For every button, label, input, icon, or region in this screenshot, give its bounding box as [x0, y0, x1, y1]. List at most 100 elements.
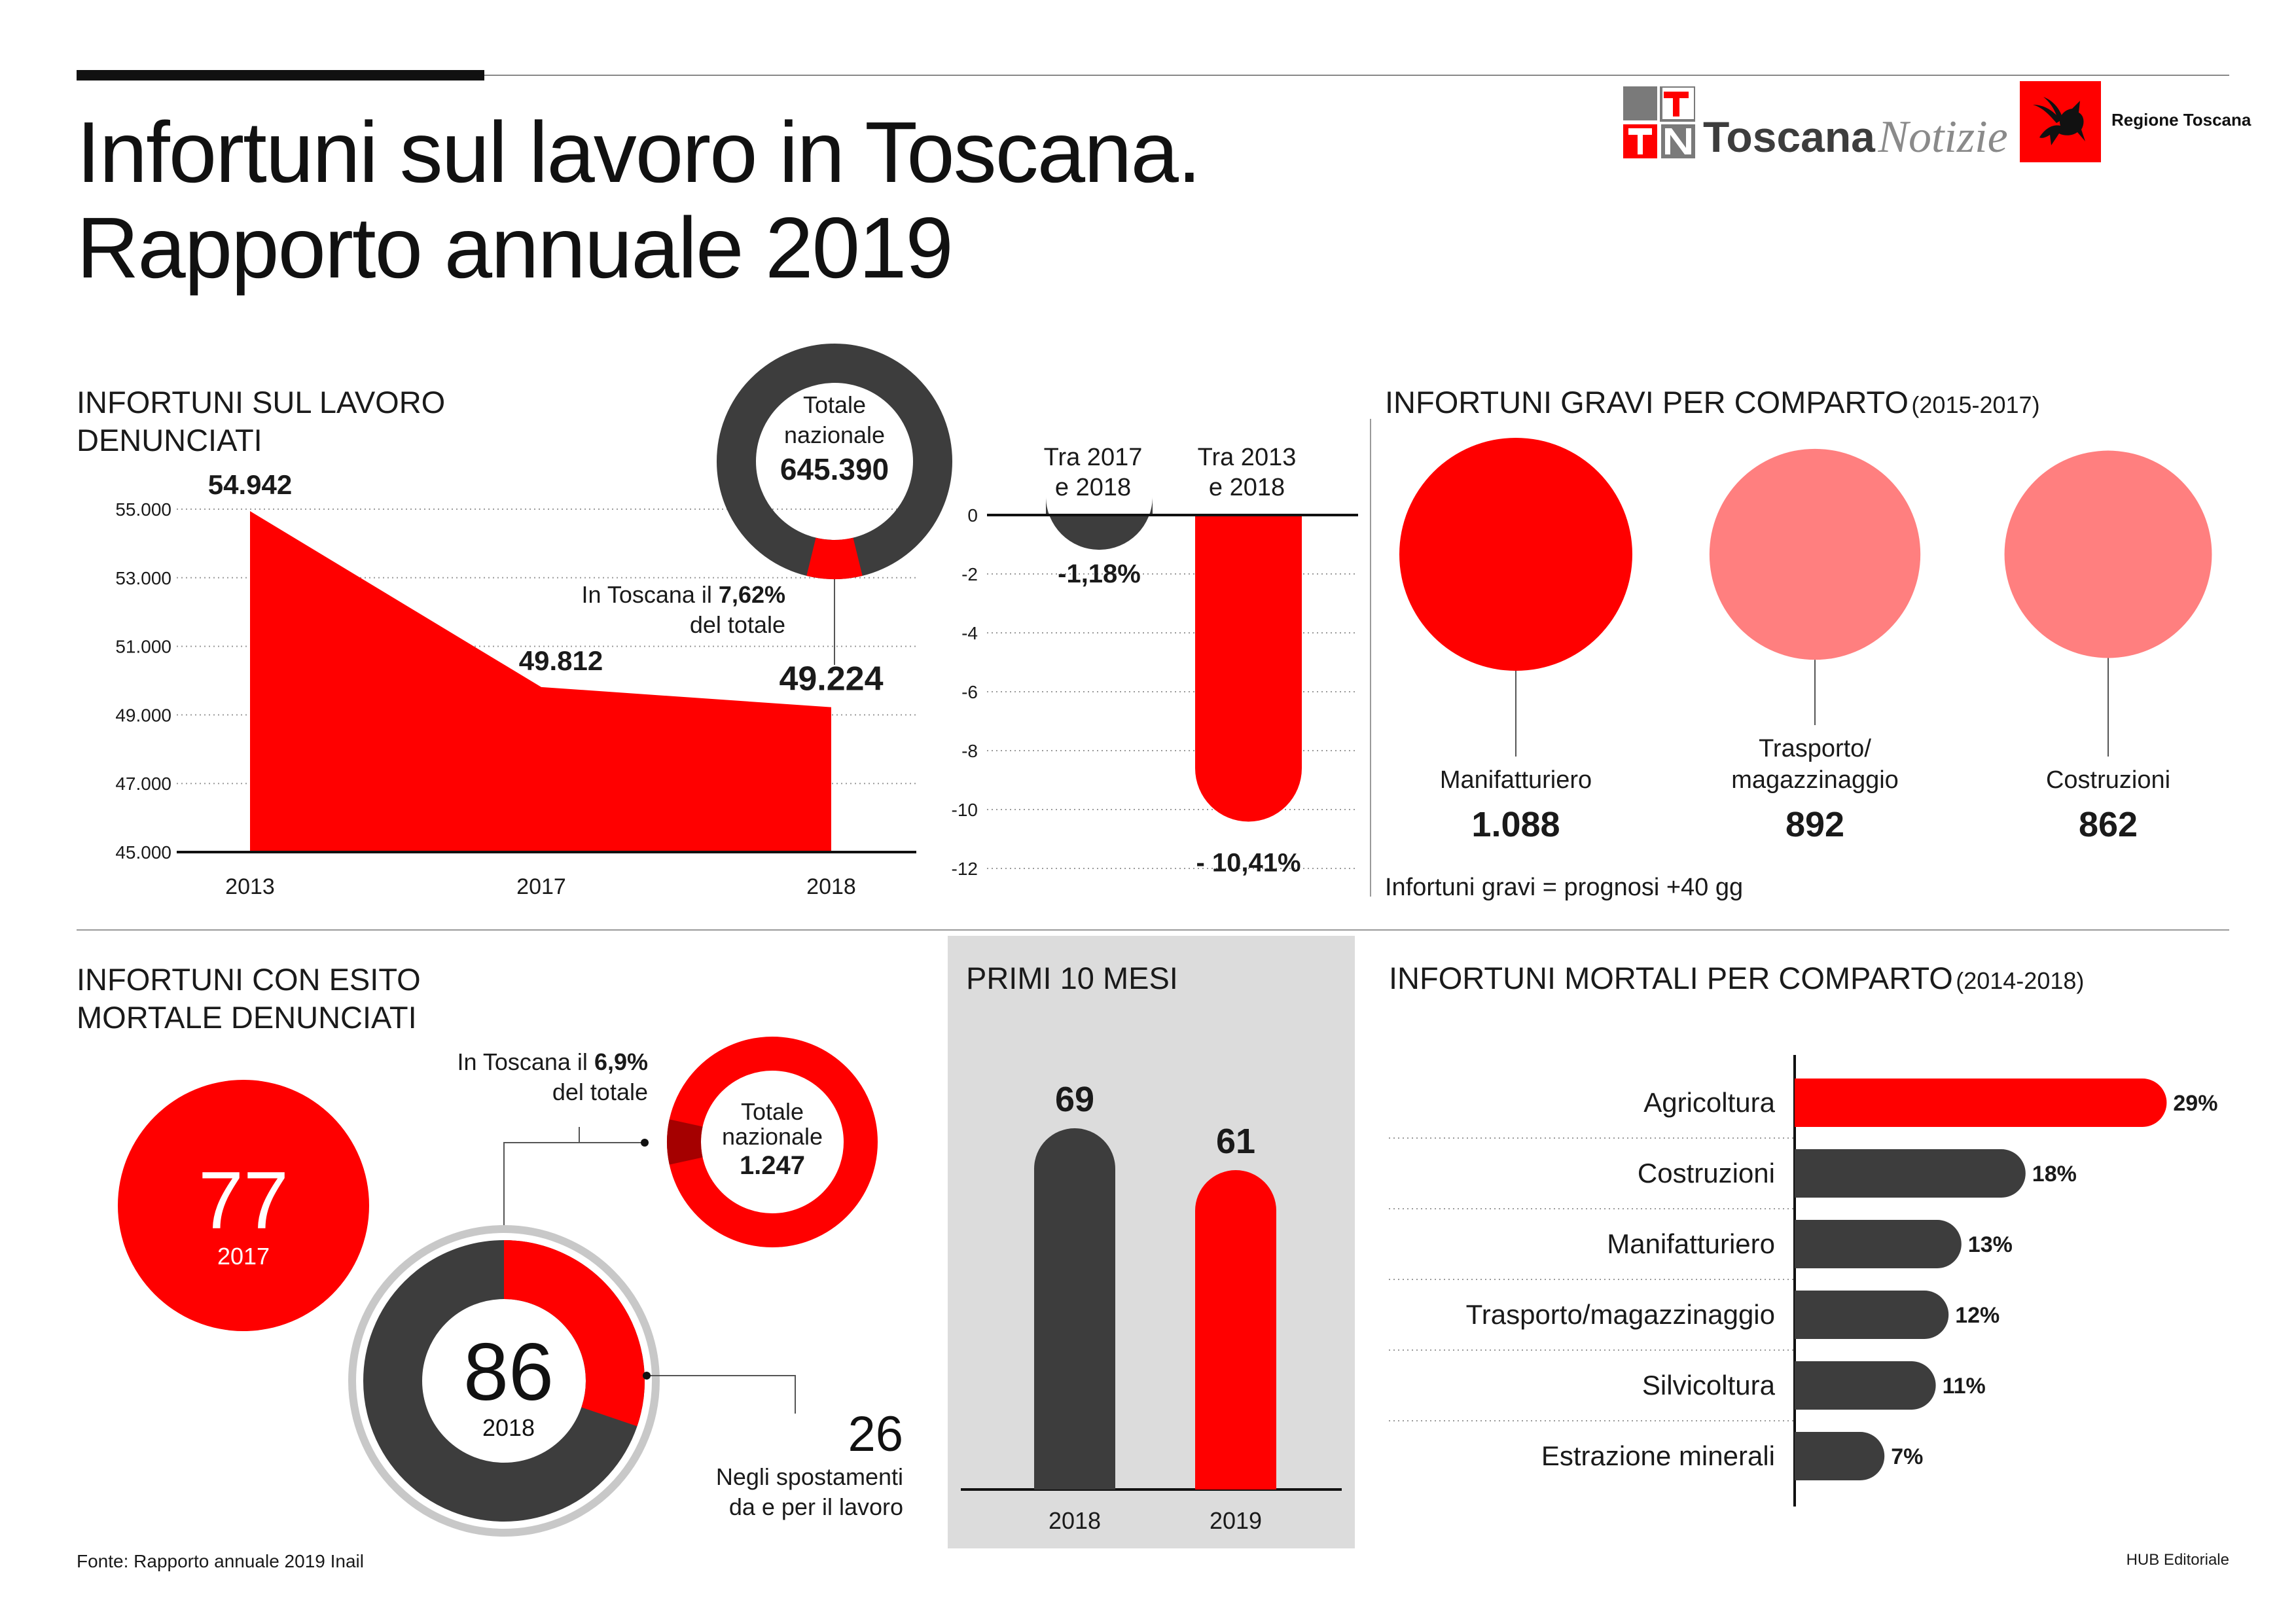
comparto-category-label: Silvicoltura — [1642, 1370, 1776, 1400]
mortali-national-value: 1.247 — [739, 1151, 806, 1180]
gravi-value-label: 892 — [1785, 805, 1844, 844]
area-data-label: 49.812 — [519, 645, 603, 676]
primi-title: PRIMI 10 MESI — [966, 961, 1178, 995]
gravi-value-label: 1.088 — [1471, 805, 1560, 844]
area-series — [250, 511, 831, 852]
donut-2018-outer-ring — [348, 1225, 660, 1537]
gravi-category-label: Manifatturiero — [1440, 766, 1592, 794]
area-x-tick-label: 2013 — [225, 874, 275, 899]
donut-2018-center: 86 2018 — [410, 1330, 607, 1441]
mortali-share-prefix: In Toscana il — [457, 1048, 594, 1075]
gravi-value-label: 862 — [2079, 805, 2138, 844]
circle-2017-value: 77 — [198, 1156, 289, 1246]
area-y-tick-label: 51.000 — [115, 637, 171, 657]
mortali-share-suffix: del totale — [552, 1079, 648, 1105]
area-y-tick-label: 47.000 — [115, 774, 171, 794]
comparto-data-label: 7% — [1891, 1444, 1923, 1469]
area-y-tick-label: 53.000 — [115, 568, 171, 588]
gravi-title: INFORTUNI GRAVI PER COMPARTO — [1385, 385, 1909, 419]
toscana-share-prefix: In Toscana il — [581, 581, 719, 608]
area-y-tick-label: 55.000 — [115, 499, 171, 520]
deviation-y-tick-label: -4 — [961, 623, 978, 643]
brand-name: Toscana — [1703, 113, 1875, 161]
comparto-data-label: 13% — [1968, 1232, 2013, 1257]
deviation-y-tick-label: -8 — [961, 741, 978, 761]
mortali-national-leader-dot — [641, 1139, 649, 1147]
comparto-bar — [1795, 1220, 1962, 1268]
commuting-line2: da e per il lavoro — [728, 1493, 903, 1520]
header-rule-thin — [484, 75, 2229, 76]
brand-suffix: Notizie — [1878, 112, 2008, 162]
regione-toscana-logo: Regione Toscana — [2020, 81, 2251, 162]
area-section-title: INFORTUNI SUL LAVORO DENUNCIATI — [77, 383, 445, 459]
national-donut-toscana-slice — [806, 537, 863, 579]
comparto-category-label: Manifatturiero — [1607, 1228, 1775, 1259]
page-title: Infortuni sul lavoro in Toscana. Rapport… — [77, 104, 1202, 296]
area-y-tick-label: 45.000 — [115, 842, 171, 863]
primi-data-label: 69 — [1055, 1080, 1094, 1119]
mortali-section-title: INFORTUNI CON ESITO MORTALE DENUNCIATI — [77, 961, 421, 1037]
toscana-share-suffix: del totale — [689, 611, 785, 638]
circle-2017-year: 2017 — [217, 1243, 270, 1270]
toscana-notizie-logo: Toscana Notizie — [1623, 86, 2008, 162]
area-y-tick-label: 49.000 — [115, 705, 171, 725]
toscana-share-value: 7,62% — [718, 581, 785, 608]
toscana-share-note: In Toscana il 7,62% del totale — [497, 580, 785, 640]
region-name: Regione Toscana — [2111, 110, 2251, 130]
mortali-share-note: In Toscana il 6,9% del totale — [380, 1047, 648, 1107]
donut-2018-year: 2018 — [482, 1414, 535, 1441]
deviation-data-label: -1,18% — [1058, 560, 1141, 588]
deviation-col1-line2: e 2018 — [1054, 474, 1132, 501]
deviation-col2-line1: Tra 2013 — [1197, 444, 1297, 471]
deviation-y-tick-label: -2 — [961, 564, 978, 584]
comparto-data-label: 29% — [2173, 1091, 2217, 1116]
deviation-bar — [1195, 515, 1302, 822]
primi-panel — [948, 936, 1355, 1548]
mortali-title-line2: MORTALE DENUNCIATI — [77, 1000, 417, 1035]
deviation-col1-line1: Tra 2017 — [1043, 444, 1143, 471]
comparto-data-label: 11% — [1943, 1374, 1986, 1399]
circle-2017: 77 2017 — [119, 1158, 368, 1270]
gravi-category-label: Trasporto/ — [1759, 735, 1871, 762]
comparto-section-title: INFORTUNI MORTALI PER COMPARTO (2014-201… — [1389, 959, 2084, 997]
gravi-category-label: magazzinaggio — [1731, 766, 1899, 794]
donut-2018-leader-dot — [643, 1372, 651, 1380]
deviation-data-label: - 10,41% — [1196, 848, 1300, 877]
commuting-value: 26 — [848, 1406, 903, 1462]
comparto-category-label: Costruzioni — [1638, 1158, 1775, 1188]
pegasus-icon — [2020, 81, 2101, 162]
mortali-title-line1: INFORTUNI CON ESITO — [77, 962, 421, 997]
comparto-bar — [1795, 1149, 2026, 1198]
mortali-national-toscana-slice — [667, 1119, 703, 1165]
commuting-line1: Negli spostamenti — [715, 1463, 903, 1490]
comparto-category-label: Trasporto/magazzinaggio — [1466, 1299, 1775, 1330]
area-title-line2: DENUNCIATI — [77, 423, 262, 457]
section-divider-horizontal — [77, 929, 2229, 931]
mortali-national-label: Totale nazionale 1.247 — [707, 1099, 838, 1182]
deviation-col2-line2: e 2018 — [1208, 474, 1285, 501]
footer-credit: HUB Editoriale — [2126, 1551, 2229, 1569]
gravi-period: (2015-2017) — [1911, 391, 2040, 418]
primi-category-label: 2019 — [1210, 1507, 1262, 1534]
page-title-line1: Infortuni sul lavoro in Toscana. — [77, 104, 1202, 200]
comparto-period: (2014-2018) — [1956, 967, 2085, 994]
deviation-y-tick-label: 0 — [967, 505, 978, 526]
national-total-value: 645.390 — [780, 452, 889, 486]
national-total-label-1: Totale — [802, 391, 867, 418]
primi-data-label: 61 — [1216, 1122, 1255, 1161]
primi-bar — [1195, 1170, 1276, 1489]
donut-2018-leader — [647, 1375, 796, 1414]
primi-category-label: 2018 — [1049, 1507, 1101, 1534]
header-rule-thick — [77, 70, 484, 80]
section-divider-vertical — [1370, 419, 1371, 897]
national-total-label: Totale nazionale 645.390 — [756, 390, 913, 488]
mortali-national-label-1: Totale — [740, 1098, 804, 1125]
mortali-national-label-2: nazionale — [721, 1123, 823, 1150]
deviation-col1-header: Tra 2017 e 2018 — [1021, 442, 1165, 503]
comparto-category-label: Agricoltura — [1643, 1087, 1775, 1118]
deviation-y-tick-label: -10 — [952, 800, 978, 820]
